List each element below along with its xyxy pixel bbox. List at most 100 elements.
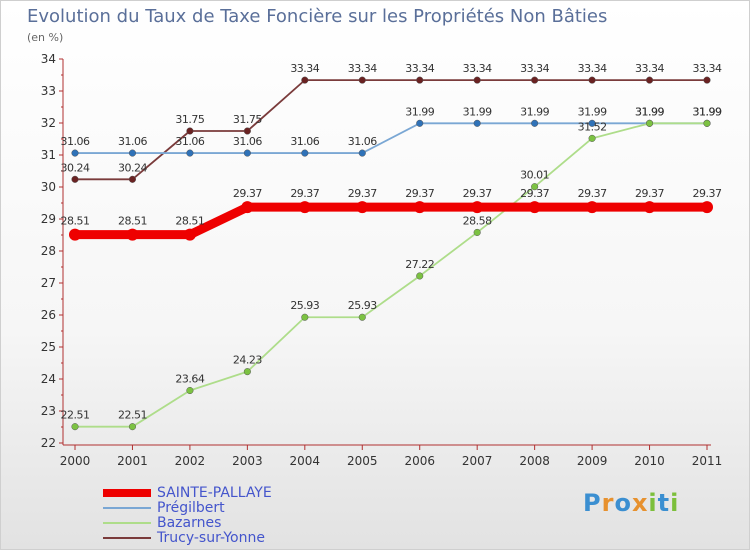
data-label: 29.37 — [348, 187, 377, 200]
data-point — [71, 175, 79, 183]
data-label: 33.34 — [348, 62, 377, 75]
data-label: 31.99 — [405, 105, 434, 118]
data-point — [301, 76, 309, 84]
x-tick-label: 2007 — [462, 454, 493, 468]
y-tick-label: 30 — [41, 180, 56, 194]
data-label: 31.99 — [635, 105, 664, 118]
x-tick-label: 2008 — [519, 454, 550, 468]
data-label: 27.22 — [405, 258, 434, 271]
data-point — [413, 201, 426, 214]
data-point — [588, 76, 596, 84]
data-point — [473, 76, 481, 84]
data-label: 30.24 — [118, 161, 147, 174]
data-point — [71, 149, 79, 157]
legend-label: Prégilbert — [157, 500, 225, 516]
y-tick-label: 27 — [41, 276, 56, 290]
data-label: 31.75 — [233, 113, 262, 126]
data-label: 29.37 — [463, 187, 492, 200]
data-label: 31.99 — [463, 105, 492, 118]
data-point — [528, 201, 541, 214]
x-tick-label: 2002 — [175, 454, 206, 468]
proxiti-logo: Proxiti — [583, 489, 679, 517]
data-point — [128, 175, 137, 183]
x-tick-label: 2009 — [577, 454, 608, 468]
series-line-sainte-pallaye — [70, 202, 712, 240]
legend-swatch — [103, 507, 151, 509]
y-tick-label: 34 — [41, 52, 56, 66]
data-label: 31.99 — [693, 105, 722, 118]
logo-letter: o — [614, 489, 632, 517]
data-label: 31.99 — [578, 105, 607, 118]
y-tick-label: 23 — [41, 404, 56, 418]
data-label: 25.93 — [348, 299, 377, 312]
data-point — [301, 149, 309, 157]
data-point — [358, 313, 366, 321]
data-label: 33.34 — [290, 62, 319, 75]
data-label: 31.52 — [578, 120, 607, 133]
data-label: 25.93 — [290, 299, 319, 312]
legend-label: Trucy-sur-Yonne — [157, 530, 265, 546]
data-label: 33.34 — [405, 62, 434, 75]
logo-letter: x — [631, 489, 649, 517]
x-tick-label: 2003 — [232, 454, 263, 468]
data-point — [358, 76, 366, 84]
data-point — [473, 119, 481, 127]
data-label: 31.06 — [61, 135, 90, 148]
data-point — [416, 272, 424, 280]
data-label: 29.37 — [233, 187, 262, 200]
data-point — [703, 119, 711, 127]
legend-item-bazarnes[interactable]: Bazarnes — [103, 515, 221, 531]
data-point — [531, 183, 539, 191]
legend-item-pregilbert[interactable]: Prégilbert — [103, 500, 225, 516]
legend-label: Bazarnes — [157, 515, 222, 531]
data-label: 31.06 — [348, 135, 377, 148]
data-label: 31.99 — [635, 105, 664, 118]
data-label: 31.06 — [233, 135, 262, 148]
data-point — [243, 368, 251, 376]
legend-item-trucy-sur-yonne[interactable]: Trucy-sur-Yonne — [103, 530, 265, 546]
data-point — [586, 201, 599, 214]
x-tick-label: 2000 — [60, 454, 91, 468]
data-point — [186, 127, 194, 135]
data-label: 33.34 — [520, 62, 549, 75]
data-point — [128, 149, 137, 157]
logo-letter: i — [648, 489, 658, 517]
x-tick-label: 2010 — [634, 454, 665, 468]
data-point — [243, 149, 251, 157]
data-label: 31.06 — [118, 135, 147, 148]
data-label: 30.24 — [61, 161, 90, 174]
data-point — [531, 119, 539, 127]
data-point — [183, 228, 196, 241]
data-point — [71, 423, 79, 431]
y-tick-label: 28 — [41, 244, 56, 258]
data-point — [301, 313, 309, 321]
data-point — [69, 228, 81, 241]
data-point — [186, 386, 194, 395]
data-label: 29.37 — [578, 187, 607, 200]
data-point — [588, 134, 596, 142]
data-label: 31.06 — [290, 135, 319, 148]
data-label: 30.01 — [520, 169, 549, 182]
x-tick-label: 2001 — [117, 454, 148, 468]
x-tick-label: 2005 — [347, 454, 378, 468]
series-line-bazarnes — [74, 122, 708, 428]
data-label: 31.99 — [693, 105, 722, 118]
logo-letter: r — [601, 489, 615, 517]
data-point — [531, 76, 539, 84]
data-point — [645, 76, 654, 84]
y-tick-label: 26 — [41, 308, 56, 322]
legend-item-sainte-pallaye[interactable]: SAINTE-PALLAYE — [103, 485, 272, 501]
data-point — [126, 228, 139, 241]
unit-label: (en %) — [27, 31, 64, 44]
data-label: 22.51 — [118, 409, 147, 422]
data-label: 33.34 — [578, 62, 607, 75]
y-tick-label: 22 — [41, 436, 56, 450]
data-point — [186, 149, 194, 157]
data-point — [643, 201, 656, 214]
legend-label: SAINTE-PALLAYE — [157, 485, 272, 501]
data-point — [416, 119, 424, 127]
data-label: 29.37 — [290, 187, 319, 200]
series-line-trucy-sur-yonne — [74, 79, 708, 181]
data-label: 22.51 — [61, 409, 90, 422]
data-point — [298, 201, 311, 214]
